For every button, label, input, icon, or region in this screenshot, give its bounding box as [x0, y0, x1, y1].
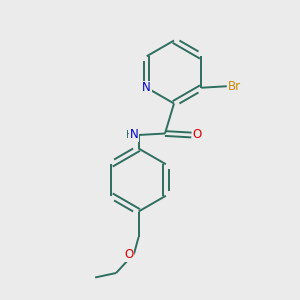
Text: H: H: [127, 130, 134, 140]
Text: Br: Br: [228, 80, 241, 93]
Text: O: O: [193, 128, 202, 142]
Text: N: N: [142, 81, 151, 94]
Text: O: O: [124, 248, 133, 262]
Text: N: N: [130, 128, 139, 142]
